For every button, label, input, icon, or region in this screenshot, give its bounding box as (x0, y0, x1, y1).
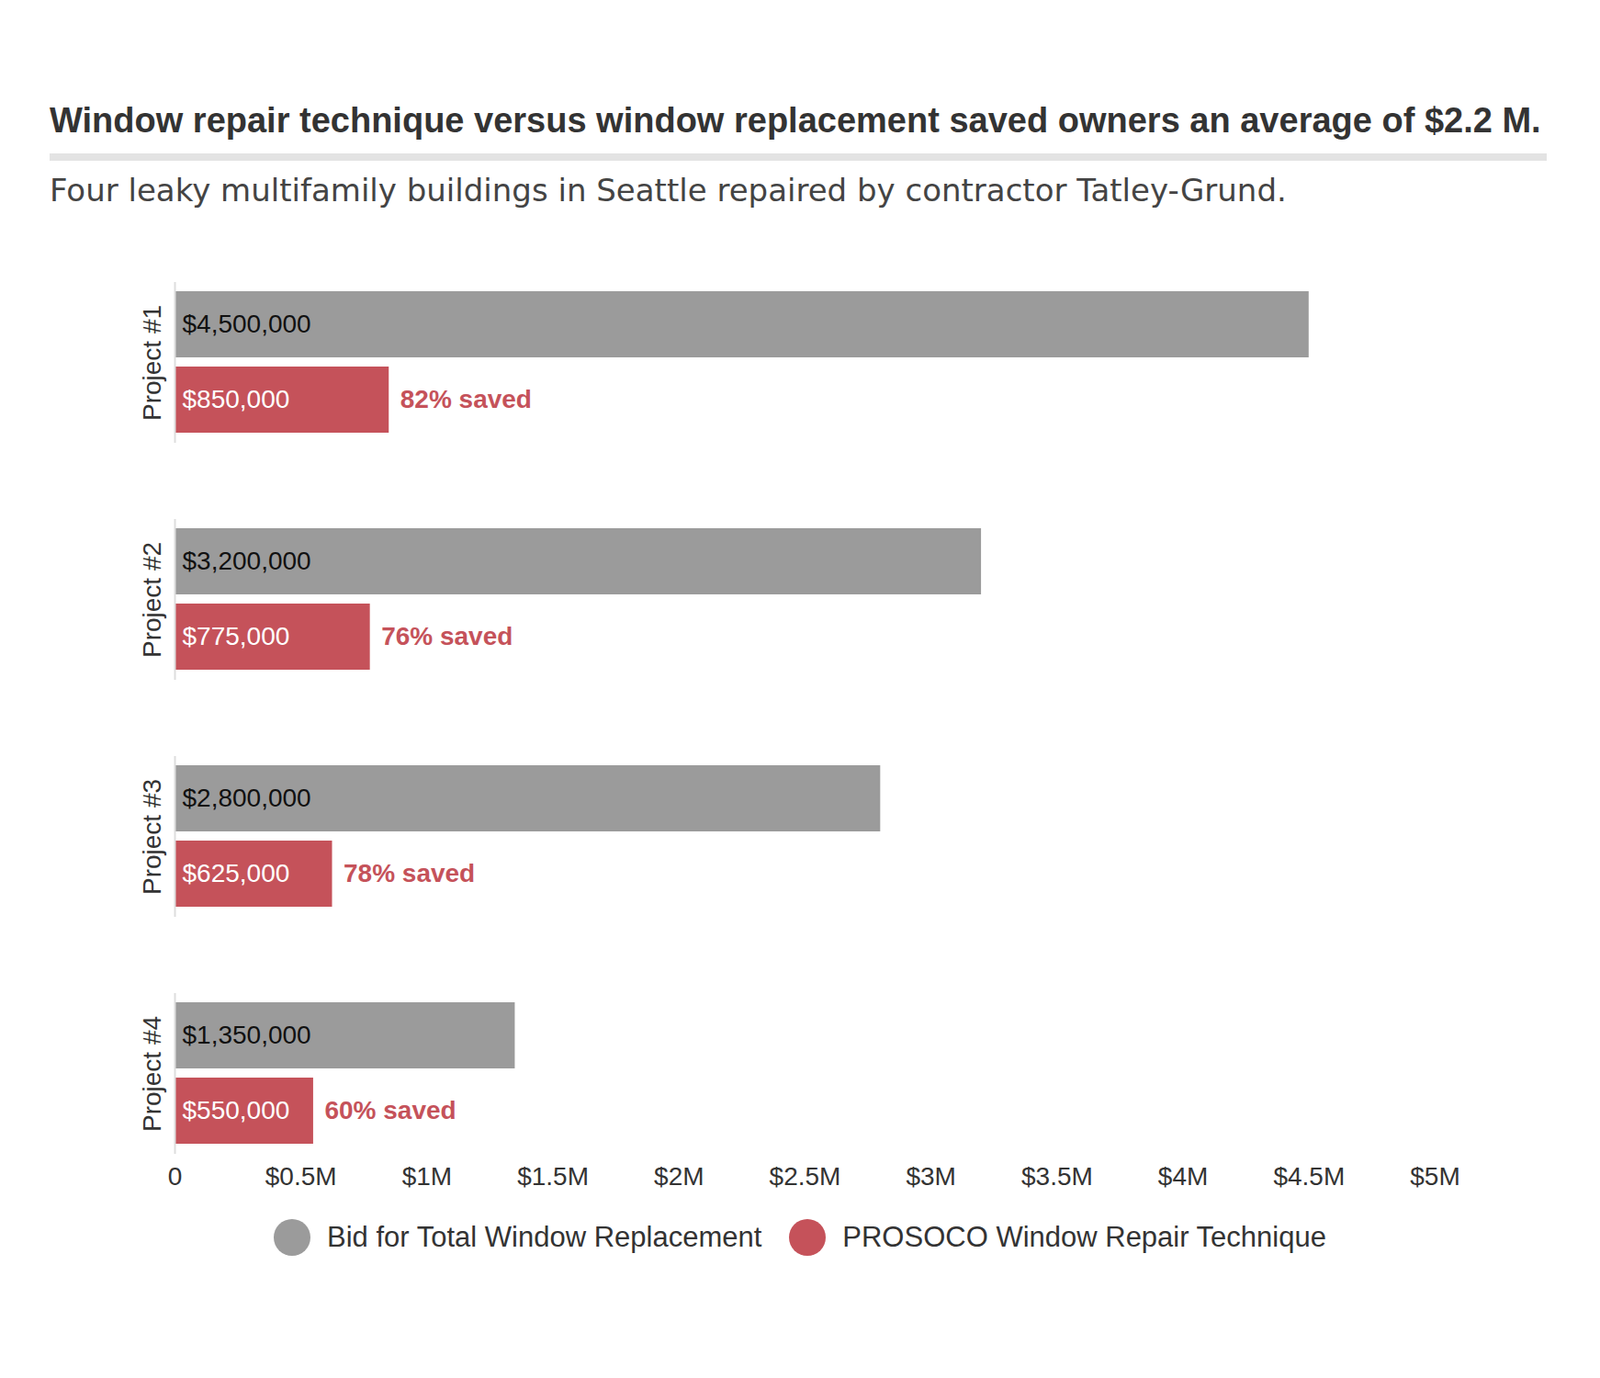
html-text:Four leaky multifamily buildin: Four leaky multifamily buildings in Seat… (49, 171, 1287, 209)
html-text:PROSOCO Window Repair Techniqu: PROSOCO Window Repair Technique (842, 1220, 1327, 1253)
svg-text:$4M: $4M (1158, 1161, 1208, 1191)
svg-text:$550,000: $550,000 (182, 1095, 291, 1125)
svg-text:$850,000: $850,000 (182, 384, 291, 414)
svg-text:60% saved: 60% saved (324, 1095, 456, 1125)
svg-text:78% saved: 78% saved (343, 858, 475, 888)
svg-text:$3,200,000: $3,200,000 (182, 546, 312, 575)
svg-text:$5M: $5M (1409, 1161, 1460, 1191)
svg-text:$3M: $3M (905, 1161, 956, 1191)
html-text:Window repair technique versus: Window repair technique versus window re… (49, 101, 1541, 140)
svg-text:$625,000: $625,000 (182, 858, 291, 888)
svg-text:Project #4: Project #4 (137, 1015, 167, 1132)
svg-text:$4,500,000: $4,500,000 (182, 309, 312, 339)
svg-text:0: 0 (168, 1161, 183, 1191)
svg-text:Project #2: Project #2 (137, 541, 167, 658)
svg-text:$775,000: $775,000 (182, 621, 291, 651)
svg-text:Project #1: Project #1 (137, 304, 167, 421)
svg-text:$2M: $2M (653, 1161, 704, 1191)
svg-text:76% saved: 76% saved (381, 621, 513, 651)
svg-text:$0.5M: $0.5M (265, 1161, 338, 1191)
svg-text:$2,800,000: $2,800,000 (182, 783, 312, 812)
svg-text:$3.5M: $3.5M (1021, 1161, 1093, 1191)
svg-text:82% saved: 82% saved (400, 384, 532, 414)
html-text:Bid for Total Window Replaceme: Bid for Total Window Replacement (326, 1220, 762, 1253)
svg-text:Project #3: Project #3 (137, 778, 167, 895)
svg-text:$1,350,000: $1,350,000 (182, 1020, 312, 1049)
svg-text:$2.5M: $2.5M (769, 1161, 842, 1191)
svg-text:$1.5M: $1.5M (517, 1161, 589, 1191)
svg-text:$1M: $1M (402, 1161, 452, 1191)
svg-text:$4.5M: $4.5M (1273, 1161, 1345, 1191)
